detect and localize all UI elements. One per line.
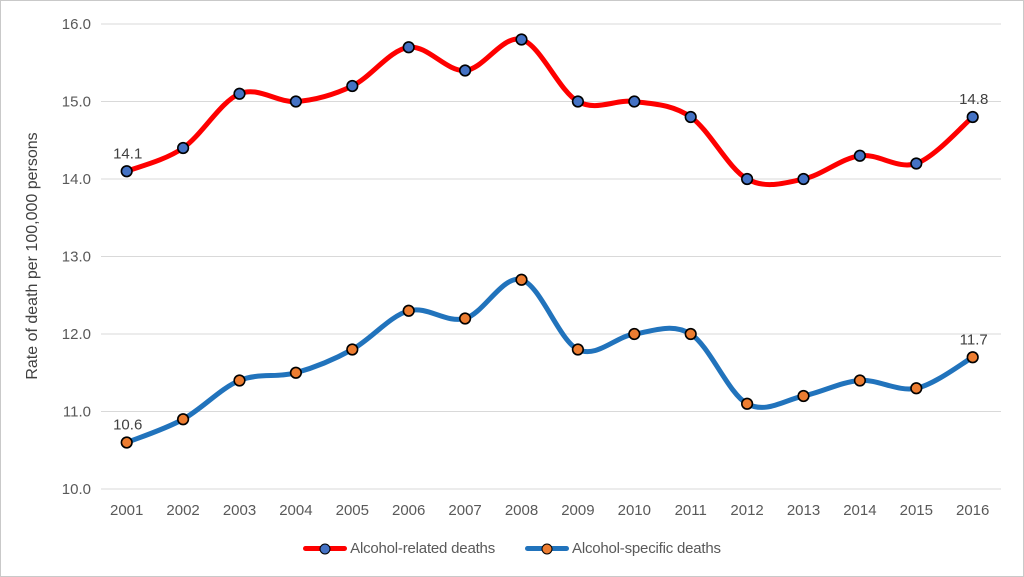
y-tick-label: 12.0: [62, 326, 91, 343]
legend-item-alcohol-related: Alcohol-related deaths: [303, 540, 495, 557]
y-tick-label: 11.0: [63, 404, 91, 421]
x-tick-label: 2005: [336, 502, 369, 519]
data-label: 14.1: [113, 145, 142, 162]
data-point-marker: [515, 33, 528, 46]
x-tick-label: 2008: [505, 502, 538, 519]
data-point-marker: [459, 64, 472, 77]
data-point-marker: [684, 327, 697, 341]
data-point-marker: [797, 172, 810, 186]
x-tick-label: 2003: [223, 502, 256, 519]
x-tick-label: 2004: [279, 502, 312, 519]
series-line-1: [124, 276, 976, 445]
x-tick-label: 2014: [843, 502, 876, 519]
y-tick-label: 14.0: [62, 171, 91, 188]
x-tick-label: 2016: [956, 502, 989, 519]
data-point-marker: [571, 95, 585, 108]
data-point-marker: [628, 327, 641, 341]
data-point-marker: [459, 312, 472, 325]
data-point-marker: [797, 389, 810, 403]
data-point-marker: [628, 95, 641, 108]
data-label: 11.7: [960, 331, 988, 348]
data-point-marker: [515, 273, 528, 286]
legend-marker-dot-icon: [541, 543, 553, 554]
data-point-marker: [910, 157, 923, 170]
data-point-marker: [289, 366, 303, 379]
legend-marker-dot-icon: [319, 543, 331, 554]
data-point-marker: [233, 87, 246, 100]
series-line-0: [124, 36, 976, 188]
data-point-marker: [853, 374, 867, 387]
legend-item-alcohol-specific: Alcohol-specific deaths: [525, 540, 721, 557]
x-tick-label: 2015: [900, 502, 933, 519]
data-point-marker: [740, 397, 754, 410]
data-point-marker: [853, 149, 867, 162]
data-point-marker: [966, 110, 979, 124]
data-point-marker: [402, 41, 415, 54]
x-tick-label: 2001: [110, 502, 143, 519]
legend: Alcohol-related deaths Alcohol-specific …: [1, 540, 1023, 557]
data-point-marker: [289, 95, 303, 108]
data-point-marker: [346, 343, 359, 356]
legend-line-marker-icon: [303, 543, 348, 554]
data-point-marker: [346, 79, 359, 93]
y-tick-label: 10.0: [62, 481, 91, 498]
data-point-marker: [120, 165, 133, 178]
legend-label: Alcohol-related deaths: [350, 540, 496, 557]
y-tick-label: 13.0: [62, 249, 91, 266]
y-tick-label: 15.0: [62, 94, 91, 111]
legend-label: Alcohol-specific deaths: [572, 540, 721, 557]
data-point-marker: [910, 382, 923, 395]
data-point-marker: [177, 141, 190, 155]
data-point-marker: [120, 436, 133, 449]
data-point-marker: [684, 110, 697, 124]
data-point-marker: [402, 304, 415, 317]
x-tick-label: 2013: [787, 502, 820, 519]
x-tick-label: 2009: [561, 502, 594, 519]
x-tick-label: 2006: [392, 502, 425, 519]
x-tick-label: 2011: [675, 502, 707, 519]
x-tick-label: 2012: [730, 502, 763, 519]
data-label: 14.8: [959, 91, 988, 108]
data-point-marker: [233, 374, 246, 387]
y-tick-label: 16.0: [62, 16, 91, 33]
data-point-marker: [571, 343, 585, 356]
x-tick-label: 2010: [618, 502, 651, 519]
data-point-marker: [966, 351, 979, 364]
data-point-marker: [177, 413, 190, 426]
legend-line-marker-icon: [525, 543, 570, 554]
y-axis-title: Rate of death per 100,000 persons: [24, 132, 41, 380]
data-label: 10.6: [113, 417, 142, 434]
data-point-marker: [740, 172, 754, 186]
x-tick-label: 2007: [448, 502, 481, 519]
x-tick-label: 2002: [166, 502, 199, 519]
